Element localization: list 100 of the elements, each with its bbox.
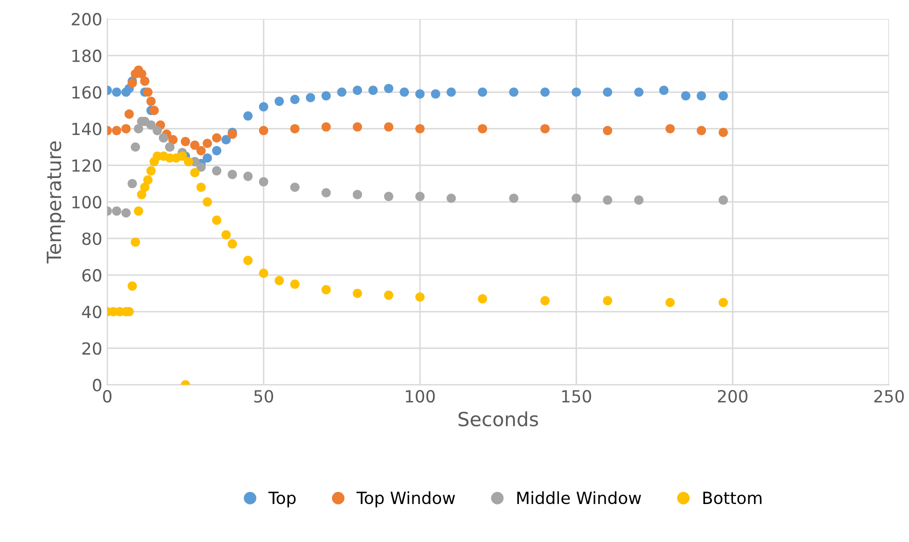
y-tick-label: 60 bbox=[82, 269, 102, 282]
point bbox=[446, 194, 456, 203]
point bbox=[321, 91, 331, 100]
point bbox=[290, 124, 300, 134]
point bbox=[634, 195, 644, 205]
point bbox=[665, 124, 675, 134]
y-tick-label: 80 bbox=[82, 232, 102, 246]
point bbox=[572, 194, 581, 203]
point bbox=[202, 138, 212, 148]
point bbox=[400, 87, 409, 97]
point bbox=[290, 182, 300, 192]
point bbox=[134, 206, 144, 216]
point bbox=[659, 86, 669, 95]
point bbox=[509, 194, 518, 203]
point bbox=[196, 182, 206, 192]
point bbox=[202, 153, 212, 163]
x-tick-label: 250 bbox=[874, 390, 904, 403]
point bbox=[321, 188, 331, 198]
point bbox=[124, 109, 134, 119]
point bbox=[352, 86, 362, 95]
point bbox=[572, 87, 581, 97]
y-tick-label: 20 bbox=[82, 342, 102, 355]
point bbox=[190, 140, 200, 150]
point bbox=[202, 197, 212, 207]
point bbox=[321, 122, 331, 132]
point bbox=[258, 268, 268, 278]
point bbox=[321, 285, 331, 294]
point bbox=[134, 124, 144, 134]
point bbox=[196, 162, 206, 172]
point bbox=[190, 168, 200, 178]
point bbox=[221, 135, 231, 144]
point bbox=[352, 288, 362, 298]
point bbox=[258, 177, 268, 186]
point bbox=[146, 120, 156, 130]
point bbox=[384, 192, 394, 202]
point bbox=[112, 126, 122, 136]
point bbox=[130, 237, 140, 247]
point bbox=[602, 126, 612, 136]
y-tick-label: 140 bbox=[72, 122, 102, 136]
point bbox=[168, 135, 178, 144]
point bbox=[540, 124, 550, 134]
point bbox=[446, 87, 456, 97]
point bbox=[306, 92, 316, 102]
point bbox=[384, 84, 394, 94]
y-tick-label: 0 bbox=[92, 378, 102, 392]
point bbox=[258, 102, 268, 112]
point bbox=[258, 126, 268, 136]
y-axis-title: Temperature bbox=[46, 141, 66, 264]
point bbox=[509, 87, 518, 97]
point bbox=[243, 172, 253, 181]
point bbox=[478, 294, 488, 304]
point bbox=[140, 182, 150, 192]
point bbox=[602, 195, 612, 205]
point bbox=[352, 122, 362, 132]
point bbox=[212, 216, 222, 225]
point bbox=[178, 152, 187, 161]
x-tick-label: 0 bbox=[103, 390, 112, 403]
point bbox=[196, 146, 206, 156]
point bbox=[112, 87, 122, 97]
point bbox=[137, 190, 146, 200]
point bbox=[228, 170, 237, 180]
point bbox=[602, 87, 612, 97]
point bbox=[415, 292, 425, 302]
point bbox=[415, 192, 425, 202]
point bbox=[384, 122, 394, 132]
point bbox=[478, 124, 488, 134]
point bbox=[718, 91, 728, 100]
point bbox=[212, 146, 222, 156]
x-tick-label: 150 bbox=[562, 390, 592, 403]
point bbox=[415, 89, 425, 99]
x-tick-label: 50 bbox=[254, 390, 274, 403]
legend-label: Bottom bbox=[703, 492, 762, 504]
point bbox=[415, 124, 425, 134]
point bbox=[696, 91, 706, 100]
point bbox=[337, 87, 346, 97]
point bbox=[290, 280, 300, 289]
point bbox=[540, 87, 550, 97]
point bbox=[130, 142, 140, 152]
point bbox=[718, 128, 728, 138]
point bbox=[112, 206, 122, 216]
point bbox=[368, 86, 378, 95]
legend-label: Top Window bbox=[356, 491, 455, 508]
point bbox=[274, 96, 284, 106]
point bbox=[540, 296, 550, 306]
point bbox=[128, 281, 137, 291]
point bbox=[128, 178, 137, 188]
point bbox=[212, 166, 222, 176]
legend-label: Middle Window bbox=[517, 491, 642, 504]
point bbox=[634, 87, 644, 97]
point bbox=[140, 76, 150, 86]
point bbox=[121, 124, 131, 134]
point bbox=[478, 87, 488, 97]
y-tick-label: 40 bbox=[82, 306, 102, 318]
y-tick-label: 100 bbox=[72, 196, 102, 208]
point bbox=[718, 298, 728, 308]
point bbox=[681, 91, 690, 100]
y-tick-label: 200 bbox=[72, 12, 102, 26]
point bbox=[602, 296, 612, 306]
point bbox=[352, 190, 362, 200]
point bbox=[430, 89, 440, 99]
